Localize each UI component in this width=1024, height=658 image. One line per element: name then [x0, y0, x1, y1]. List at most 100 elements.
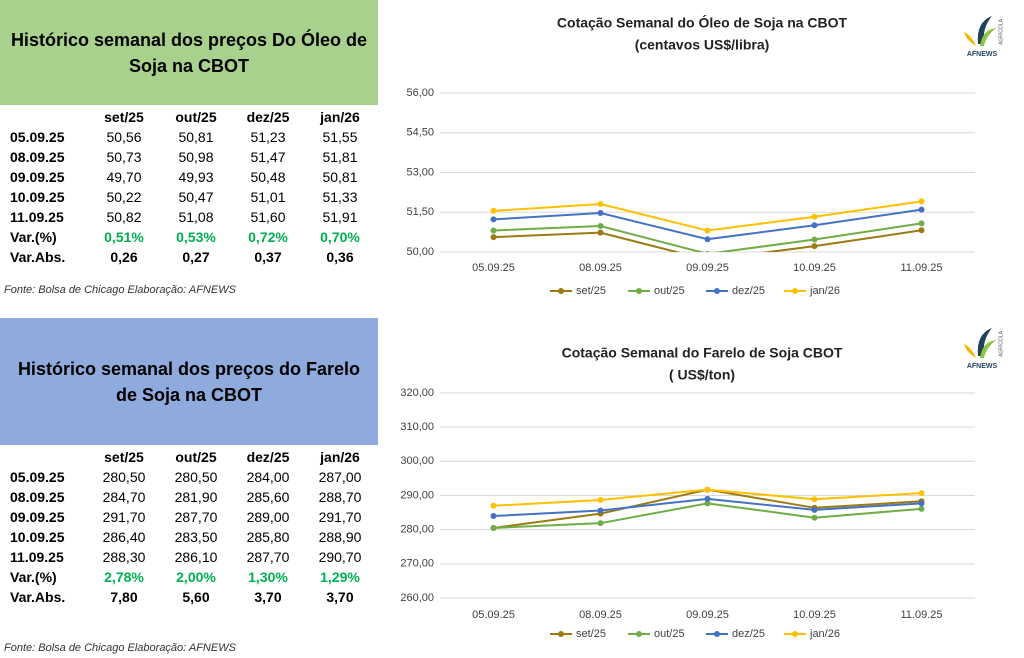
- column-header: dez/25: [246, 449, 290, 465]
- x-tick-label: 11.09.25: [900, 609, 942, 621]
- column-header: out/25: [175, 449, 217, 465]
- cell: 50,82: [106, 209, 142, 225]
- marker: [704, 236, 711, 243]
- plot: [490, 486, 925, 531]
- table-row: Var.Abs. 7,80 5,60 3,70 3,70: [0, 587, 378, 607]
- row-label: 08.09.25: [10, 149, 65, 165]
- marker: [918, 500, 925, 507]
- table-title: Histórico semanal dos preços do Farelo d…: [0, 318, 378, 445]
- cell: 0,51%: [104, 229, 144, 245]
- cell: 288,30: [102, 549, 146, 565]
- cell: 51,01: [250, 189, 286, 205]
- cell: 51,91: [322, 209, 358, 225]
- marker: [490, 207, 497, 214]
- legend-label: set/25: [576, 628, 606, 640]
- chart-subtitle: ( US$/ton): [669, 367, 735, 383]
- table: Histórico semanal dos preços Do Óleo de …: [0, 0, 378, 267]
- table-row: Var.(%) 2,78% 2,00% 1,30% 1,29%: [0, 567, 378, 587]
- line: [493, 222, 922, 252]
- y-tick-label: 320,00: [400, 387, 434, 399]
- y-tick-label: 300,00: [400, 455, 434, 467]
- cell: 51,55: [322, 129, 358, 145]
- marker: [918, 490, 925, 497]
- source: Fonte: Bolsa de Chicago Elaboração: AFNE…: [4, 284, 236, 296]
- cell: 290,70: [318, 549, 362, 565]
- legend-marker: [558, 631, 564, 637]
- marker: [918, 220, 925, 227]
- y-tick-label: 53,00: [406, 166, 434, 178]
- x-tick-label: 08.09.25: [579, 262, 622, 274]
- logo-icon: [980, 340, 996, 358]
- table-row: Var.Abs. 0,26 0,27 0,37 0,36: [0, 247, 378, 267]
- x-tick-label: 11.09.25: [900, 262, 942, 274]
- column-header: out/25: [175, 109, 217, 125]
- row-label: Var.(%): [10, 229, 57, 245]
- legend-marker: [792, 631, 798, 637]
- table-row: 08.09.25 284,70 281,90 285,60 288,70: [0, 487, 378, 507]
- row-label: 08.09.25: [10, 489, 65, 505]
- cell: 284,00: [246, 469, 290, 485]
- marker: [490, 502, 497, 509]
- table-row: 05.09.25 50,56 50,81 51,23 51,55: [0, 127, 378, 147]
- legend-marker: [714, 631, 720, 637]
- table-row: 11.09.25 50,82 51,08 51,60 51,91: [0, 207, 378, 227]
- cell: 1,30%: [248, 569, 288, 585]
- marker: [597, 210, 604, 217]
- cell: 50,98: [178, 149, 214, 165]
- cell: 3,70: [254, 589, 282, 605]
- legend-label: dez/25: [732, 628, 765, 640]
- column-header: dez/25: [246, 109, 290, 125]
- legend-marker: [714, 288, 720, 294]
- table-row: 11.09.25 288,30 286,10 287,70 290,70: [0, 547, 378, 567]
- y-tick-label: 280,00: [400, 524, 434, 536]
- row-label: 05.09.25: [10, 469, 65, 485]
- cell: 0,70%: [320, 229, 360, 245]
- x-tick-label: 05.09.25: [472, 609, 515, 621]
- marker: [811, 243, 818, 250]
- header-row: set/25 out/25 dez/25 jan/26: [0, 447, 378, 467]
- marker: [704, 227, 711, 234]
- y-tick-label: 56,00: [406, 87, 434, 99]
- cell: 51,23: [250, 129, 286, 145]
- marker: [811, 506, 818, 513]
- marker: [490, 513, 497, 519]
- x-tick-label: 08.09.25: [579, 609, 622, 621]
- marker: [811, 222, 818, 229]
- logo-icon: [977, 16, 992, 44]
- marker: [597, 201, 604, 208]
- cell: 288,70: [318, 489, 362, 505]
- cell: 285,60: [246, 489, 290, 505]
- logo-icon: [977, 328, 992, 356]
- table-row: 10.09.25 50,22 50,47 51,01 51,33: [0, 187, 378, 207]
- marker: [597, 229, 604, 236]
- cell: 50,81: [178, 129, 214, 145]
- chart: Cotação Semanal do Óleo de Soja na CBOT (…: [406, 14, 1004, 297]
- row-label: 11.09.25: [10, 549, 64, 565]
- marker: [490, 524, 497, 531]
- logo-icon: [980, 28, 996, 46]
- cell: 51,08: [178, 209, 214, 225]
- y-tick-label: 50,00: [406, 246, 434, 258]
- marker: [704, 486, 711, 493]
- x-tick-label: 09.09.25: [686, 609, 729, 621]
- legend-label: dez/25: [732, 285, 765, 297]
- marker: [597, 223, 604, 230]
- marker: [704, 500, 711, 507]
- cell: 2,78%: [104, 569, 144, 585]
- cell: 50,47: [178, 189, 214, 205]
- cell: 49,93: [178, 169, 214, 185]
- cell: 280,50: [102, 469, 146, 485]
- row-label: 10.09.25: [10, 189, 65, 205]
- marker: [597, 507, 604, 514]
- chart-title: Cotação Semanal do Óleo de Soja na CBOT: [557, 14, 848, 31]
- y-tick-label: 290,00: [400, 489, 434, 501]
- cell: 51,60: [250, 209, 286, 225]
- row-label: 09.09.25: [10, 509, 65, 525]
- cell: 291,70: [318, 509, 362, 525]
- cell: 50,56: [106, 129, 142, 145]
- legend-marker: [792, 288, 798, 294]
- table-row: 08.09.25 50,73 50,98 51,47 51,81: [0, 147, 378, 167]
- y-tick-label: 51,50: [406, 206, 434, 218]
- row-label: 10.09.25: [10, 529, 65, 545]
